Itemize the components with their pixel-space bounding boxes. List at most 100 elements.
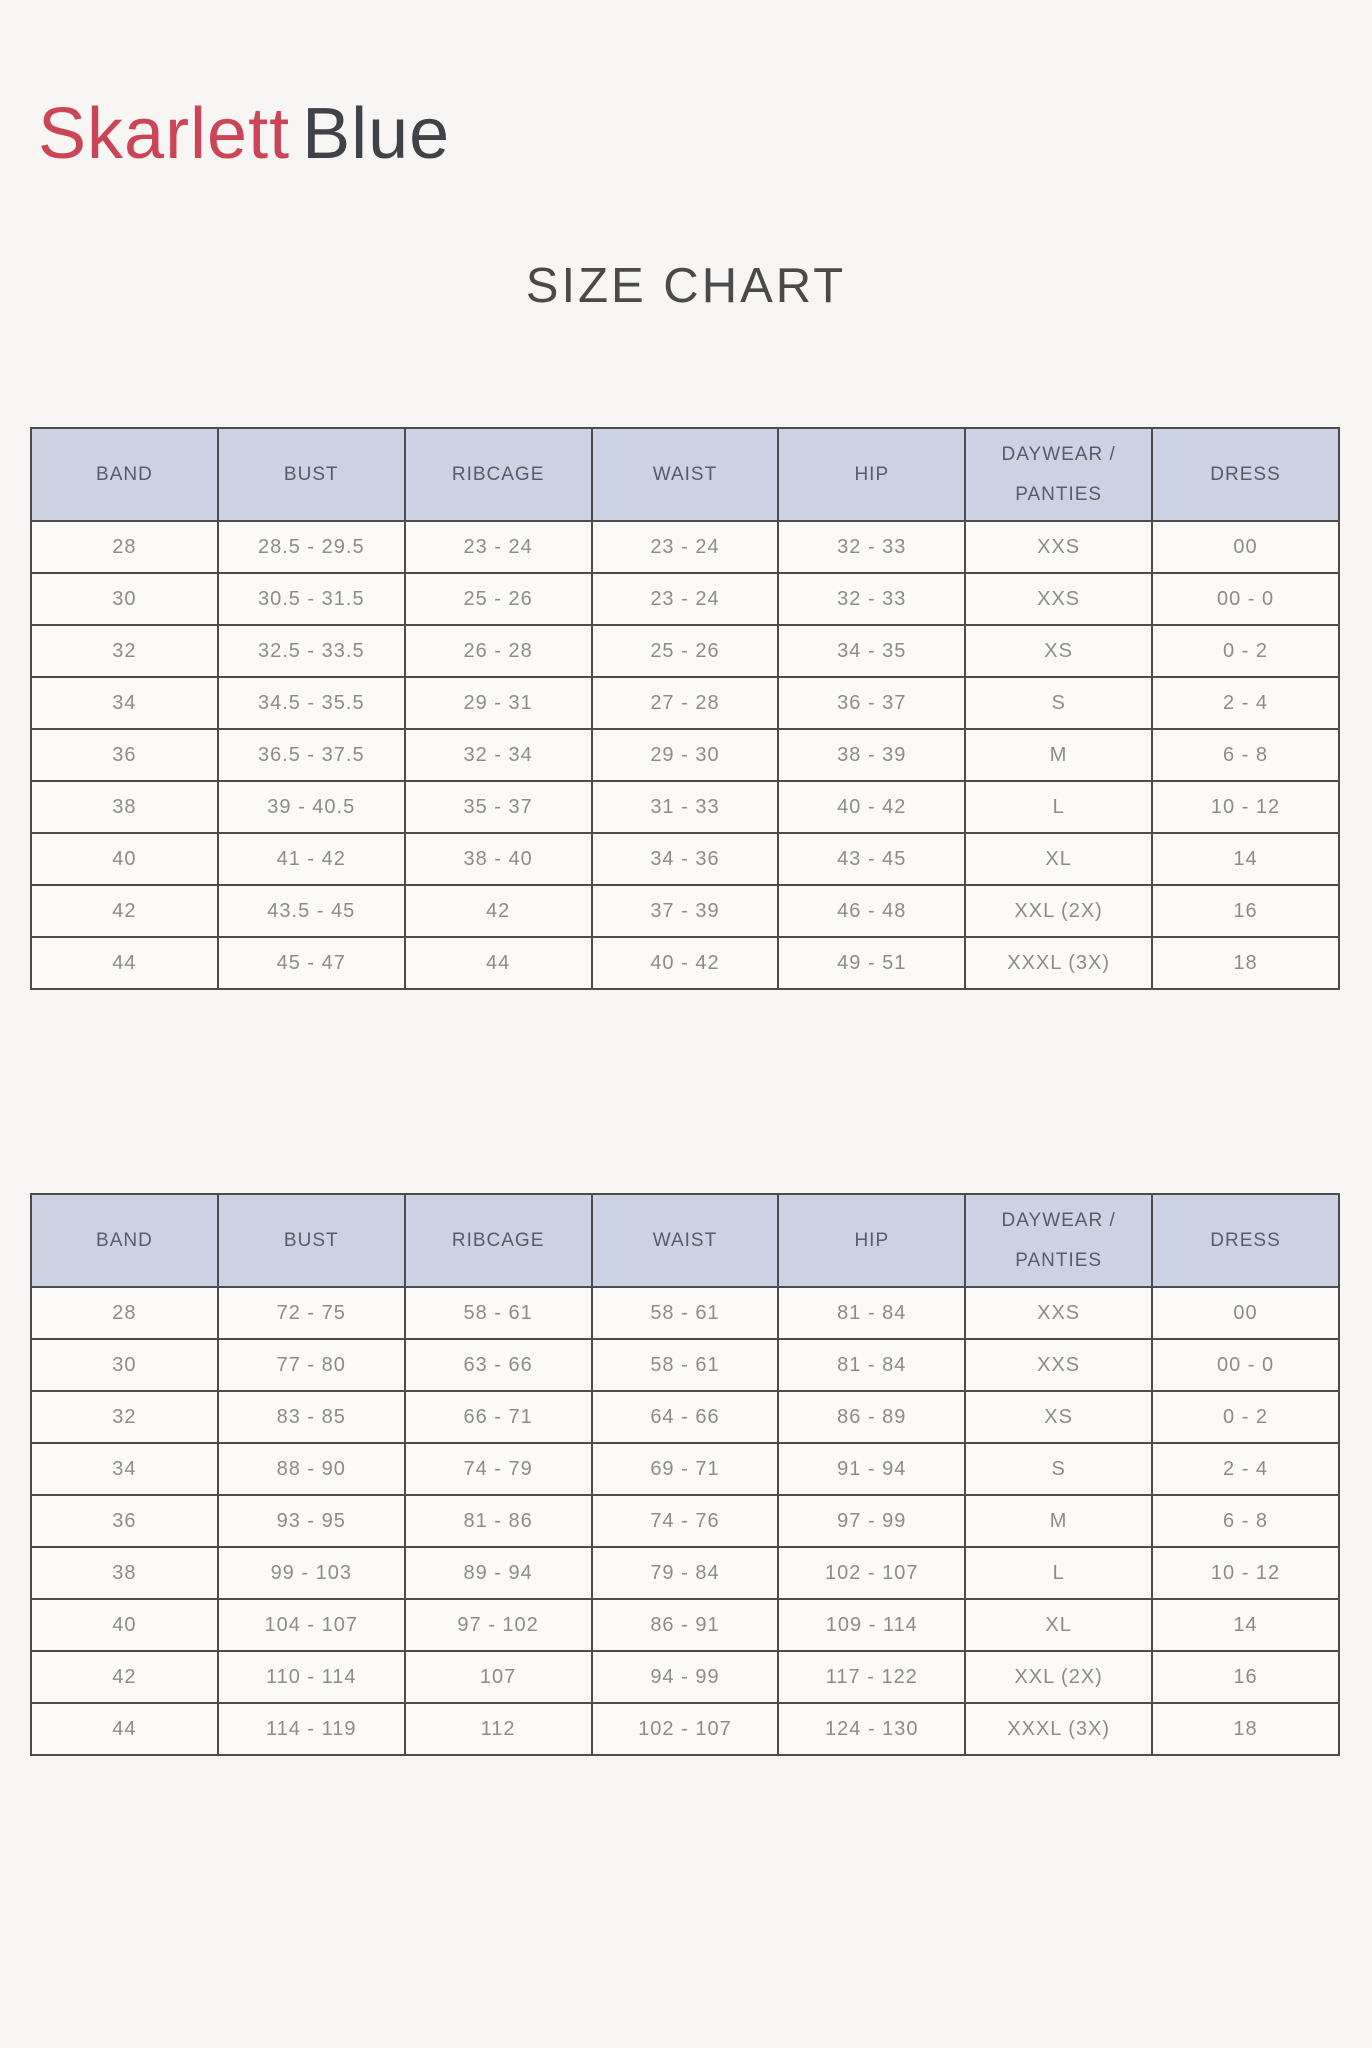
table-cell: 104 - 107: [216, 1598, 406, 1652]
table-cell: XL: [964, 832, 1154, 886]
table-cell: 89 - 94: [403, 1546, 593, 1600]
table-cell: 32 - 34: [403, 728, 593, 782]
size-table-bottom: BAND BUST RIBCAGE WAIST HIP DAYWEAR / PANTIES…: [30, 1193, 1340, 1756]
table-cell: 86 - 89: [777, 1390, 967, 1444]
column-header: BAND: [30, 427, 219, 522]
column-header: DRESS: [1151, 1193, 1340, 1288]
table-cell: 81 - 84: [777, 1286, 967, 1340]
table-row: 34 88 - 90 74 - 79 69 - 71 91 - 94 S 2 - 4: [30, 1442, 1340, 1496]
table-cell: 6 - 8: [1151, 728, 1340, 782]
table-cell: 86 - 91: [590, 1598, 780, 1652]
table-cell: 28: [30, 1286, 219, 1340]
table-cell: 14: [1151, 1598, 1340, 1652]
table-cell: 16: [1151, 884, 1340, 938]
table-cell: 30: [30, 572, 219, 626]
table-row: 44 114 - 119 112 102 - 107 124 - 130 XXXL (3X…: [30, 1702, 1340, 1756]
table-cell: 27 - 28: [590, 676, 780, 730]
table-cell: 44: [30, 936, 219, 990]
column-header: WAIST: [590, 427, 780, 522]
table-cell: 23 - 24: [590, 572, 780, 626]
table-cell: 0 - 2: [1151, 1390, 1340, 1444]
table-cell: 32 - 33: [777, 572, 967, 626]
column-header: HIP: [777, 1193, 967, 1288]
column-header: DAYWEAR / PANTIES: [964, 427, 1154, 522]
table-cell: 110 - 114: [216, 1650, 406, 1704]
column-header: BUST: [216, 427, 406, 522]
table-cell: 49 - 51: [777, 936, 967, 990]
table-cell: 42: [403, 884, 593, 938]
table-cell: 23 - 24: [590, 520, 780, 574]
header-row: BAND BUST RIBCAGE WAIST HIP DAYWEAR / PANTIES…: [30, 1193, 1340, 1288]
table-cell: 0 - 2: [1151, 624, 1340, 678]
table-cell: 36: [30, 1494, 219, 1548]
brand-name-secondary: Blue: [302, 94, 451, 174]
table-cell: 72 - 75: [216, 1286, 406, 1340]
table-cell: XXS: [964, 572, 1154, 626]
table-cell: 97 - 102: [403, 1598, 593, 1652]
table-cell: 25 - 26: [403, 572, 593, 626]
table-cell: 34.5 - 35.5: [216, 676, 406, 730]
table-cell: XXS: [964, 1338, 1154, 1392]
column-header: WAIST: [590, 1193, 780, 1288]
brand-name-primary: Skarlett: [38, 94, 291, 174]
table-row: 28 72 - 75 58 - 61 58 - 61 81 - 84 XXS 00: [30, 1286, 1340, 1340]
table-cell: 41 - 42: [216, 832, 406, 886]
table-cell: 66 - 71: [403, 1390, 593, 1444]
table-cell: 10 - 12: [1151, 780, 1340, 834]
table-cell: 14: [1151, 832, 1340, 886]
table-cell: 99 - 103: [216, 1546, 406, 1600]
brand-logo: Skarlett Blue: [38, 98, 450, 170]
table-cell: 38: [30, 1546, 219, 1600]
table-cell: 28.5 - 29.5: [216, 520, 406, 574]
column-header: BUST: [216, 1193, 406, 1288]
column-header: DAYWEAR / PANTIES: [964, 1193, 1154, 1288]
table-cell: 30.5 - 31.5: [216, 572, 406, 626]
table-cell: 29 - 31: [403, 676, 593, 730]
table-cell: 93 - 95: [216, 1494, 406, 1548]
table-cell: 2 - 4: [1151, 676, 1340, 730]
table-cell: 43.5 - 45: [216, 884, 406, 938]
table-cell: 38: [30, 780, 219, 834]
table-cell: 88 - 90: [216, 1442, 406, 1496]
table-cell: 10 - 12: [1151, 1546, 1340, 1600]
table-cell: XXL (2X): [964, 1650, 1154, 1704]
table-cell: 34: [30, 676, 219, 730]
table-cell: 2 - 4: [1151, 1442, 1340, 1496]
table-cell: XS: [964, 1390, 1154, 1444]
table-row: 36 36.5 - 37.5 32 - 34 29 - 30 38 - 39 M 6 - 8: [30, 728, 1340, 782]
table-cell: 16: [1151, 1650, 1340, 1704]
table-cell: 36 - 37: [777, 676, 967, 730]
table-cell: 83 - 85: [216, 1390, 406, 1444]
table-cell: XXXL (3X): [964, 1702, 1154, 1756]
table-cell: 77 - 80: [216, 1338, 406, 1392]
size-table-top: BAND BUST RIBCAGE WAIST HIP DAYWEAR / PANTIES…: [30, 427, 1340, 990]
table-cell: 28: [30, 520, 219, 574]
table-cell: 81 - 84: [777, 1338, 967, 1392]
column-header: DRESS: [1151, 427, 1340, 522]
table-cell: 114 - 119: [216, 1702, 406, 1756]
table-cell: 81 - 86: [403, 1494, 593, 1548]
table-cell: 38 - 39: [777, 728, 967, 782]
table-cell: 40 - 42: [777, 780, 967, 834]
table-cell: 38 - 40: [403, 832, 593, 886]
table-cell: M: [964, 728, 1154, 782]
table-cell: 26 - 28: [403, 624, 593, 678]
table-cell: 102 - 107: [777, 1546, 967, 1600]
page-title: SIZE CHART: [525, 259, 847, 313]
column-header: BAND: [30, 1193, 219, 1288]
table-cell: S: [964, 676, 1154, 730]
header-row: BAND BUST RIBCAGE WAIST HIP DAYWEAR / PANTIES…: [30, 427, 1340, 522]
table-cell: L: [964, 780, 1154, 834]
table-row: 40 41 - 42 38 - 40 34 - 36 43 - 45 XL 14: [30, 832, 1340, 886]
table-row: 30 30.5 - 31.5 25 - 26 23 - 24 32 - 33 XXS 00 …: [30, 572, 1340, 626]
table-cell: 117 - 122: [777, 1650, 967, 1704]
table-cell: 32: [30, 624, 219, 678]
table-row: 38 99 - 103 89 - 94 79 - 84 102 - 107 L 10 - 1…: [30, 1546, 1340, 1600]
table-row: 32 32.5 - 33.5 26 - 28 25 - 26 34 - 35 XS 0 - …: [30, 624, 1340, 678]
table-row: 34 34.5 - 35.5 29 - 31 27 - 28 36 - 37 S 2 - 4: [30, 676, 1340, 730]
column-header: HIP: [777, 427, 967, 522]
table-cell: 40: [30, 832, 219, 886]
table-cell: 42: [30, 884, 219, 938]
table-row: 28 28.5 - 29.5 23 - 24 23 - 24 32 - 33 XXS 00: [30, 520, 1340, 574]
